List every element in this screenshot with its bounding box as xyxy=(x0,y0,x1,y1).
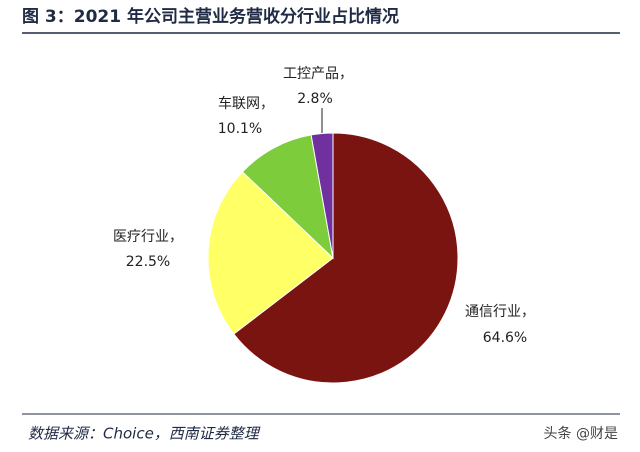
pie-slice xyxy=(241,134,334,260)
pie-slice xyxy=(310,132,334,259)
slice-label: 车联网， xyxy=(218,95,274,112)
pie-slice xyxy=(207,171,334,335)
pie-slice xyxy=(233,132,459,384)
chart-title: 图 3：2021 年公司主营业务营收分行业占比情况 xyxy=(22,6,399,27)
slice-label: 工控产品， xyxy=(283,66,353,82)
slice-label: 医疗行业， xyxy=(113,229,183,245)
value-label: 22.5% xyxy=(126,254,170,270)
slice-label: 通信行业， xyxy=(465,304,535,320)
value-label: 10.1% xyxy=(218,121,262,137)
value-label: 64.6% xyxy=(483,330,527,346)
source-note: 数据来源：Choice，西南证券整理 xyxy=(28,425,261,443)
watermark: 头条 @财是 xyxy=(544,425,618,442)
value-label: 2.8% xyxy=(297,91,333,107)
